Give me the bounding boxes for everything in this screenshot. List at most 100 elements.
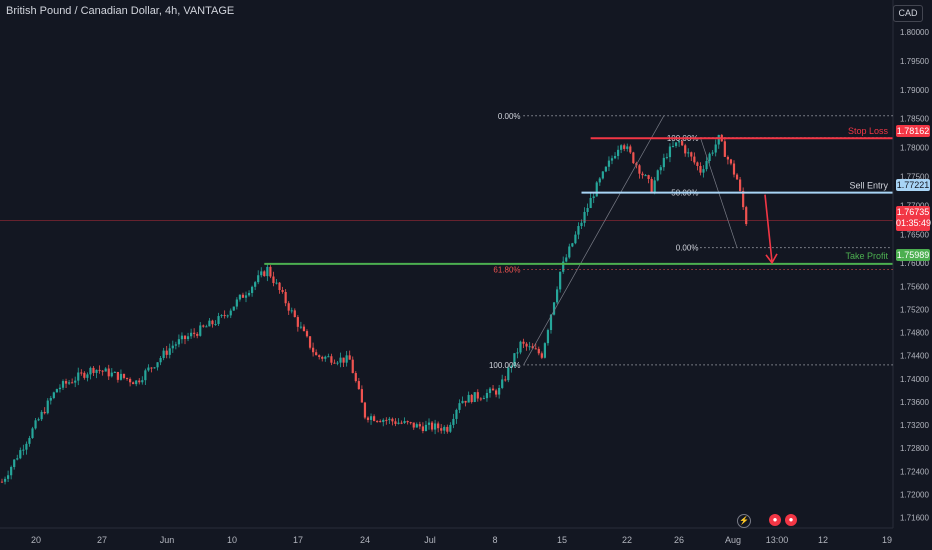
candle-body [644,175,647,177]
x-tick-label: 13:00 [766,535,789,545]
y-tick-label: 1.76500 [900,230,929,239]
candle-body [452,418,455,425]
y-tick-label: 1.74400 [900,352,929,361]
candle-body [101,370,104,372]
candle-body [107,368,110,377]
candle-body [373,416,376,421]
candle-body [729,159,733,164]
candle-body [473,392,476,403]
candle-body [455,409,458,419]
candle-body [351,359,354,374]
candle-body [95,369,98,373]
candle-body [577,226,580,235]
candle-body [388,418,391,421]
candle-body [537,348,540,354]
currency-button[interactable]: CAD [893,5,923,22]
x-tick-label: 15 [557,535,567,545]
candle-body [125,377,129,379]
candle-body [186,336,190,340]
candle-body [549,314,553,331]
candle-body [138,380,141,383]
candle-body [244,295,248,298]
y-tick-label: 1.80000 [900,28,929,37]
candle-body [510,366,513,368]
candle-body [415,424,418,428]
y-tick-label: 1.77000 [900,201,929,210]
candle-body [403,421,406,423]
candle-body [116,371,119,380]
candle-body [68,382,71,384]
candle-body [37,419,40,421]
candle-body [684,145,687,154]
candle-body [345,355,348,363]
candle-body [394,421,397,424]
candle-body [638,165,641,174]
time-axis[interactable]: 20 27 Jun 10 17 24 Jul 8 15 22 26 Aug 13:00 12 19 [31,535,892,545]
candle-body [556,289,559,303]
y-tick-label: 1.73600 [900,398,929,407]
y-tick-label: 1.74000 [900,375,929,384]
x-tick-label: 27 [97,535,107,545]
candle-body [586,208,589,212]
candle-body [745,207,748,225]
y-tick-label: 1.77500 [900,173,929,182]
candle-body [525,343,528,347]
candle-body [122,373,126,378]
y-tick-label: 1.76000 [900,259,929,268]
y-tick-label: 1.75200 [900,305,929,314]
gbp-event-icon-2[interactable]: ● [785,514,797,526]
candle-body [708,153,711,162]
candle-body [613,155,617,159]
candle-body [315,352,318,356]
candle-body [110,372,113,377]
candle-body [180,335,184,340]
candle-body [305,331,309,337]
candle-body [382,419,385,423]
candle-body [464,400,467,403]
candle-body [607,160,611,167]
price-axis[interactable]: 1.80000 1.79500 1.79000 1.78500 1.78000 1.775… [900,28,929,523]
candle-body [257,275,260,283]
candle-body [16,458,19,460]
candle-body [498,387,501,395]
y-tick-label: 1.79500 [900,57,929,66]
sell-entry-label: Sell Entry [849,181,888,191]
candle-body [589,197,592,209]
candle-body [129,378,132,383]
candle-body [357,381,360,390]
candle-body [354,373,357,382]
overlays-layer: 0.00%61.80%100.00%100.00%50.00%0.00%Stop… [0,112,893,370]
candle-body [49,398,52,401]
candle-body [269,266,272,277]
x-tick-label: 20 [31,535,41,545]
candle-body [409,422,412,424]
candle-body [147,367,150,371]
candle-body [617,149,620,156]
candle-body [668,146,672,158]
x-tick-label: 8 [492,535,497,545]
candle-body [260,271,263,276]
candle-body [254,282,257,287]
candle-body [272,276,275,284]
candle-body [674,142,678,146]
candle-body [40,411,43,420]
candle-body [86,374,89,378]
symbol-title[interactable]: British Pound / Canadian Dollar, 4h, VAN… [6,5,235,17]
lightning-icon[interactable]: ⚡ [737,514,751,528]
candle-body [659,167,662,171]
candle-body [299,326,302,328]
candle-body [10,466,13,476]
candle-body [226,315,229,317]
candle-body [98,369,101,371]
candle-body [83,372,86,378]
y-tick-label: 1.72000 [900,490,929,499]
candle-body [13,459,16,467]
candle-body [25,443,28,450]
gbp-event-icon[interactable]: ● [769,514,781,526]
candle-body [135,380,138,385]
y-tick-label: 1.72400 [900,467,929,476]
candle-body [312,347,315,353]
candle-body [348,355,351,360]
candle-body [220,315,223,317]
